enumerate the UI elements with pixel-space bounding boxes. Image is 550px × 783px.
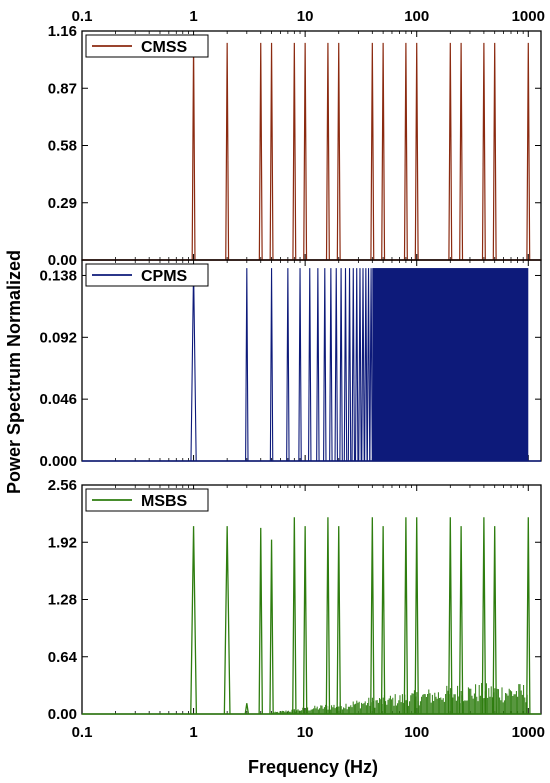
legend-label: CMSS [141, 39, 188, 56]
series-peak [323, 268, 327, 462]
plot-frame [81, 30, 542, 261]
panel-cpms: 0.000 0.046 0.092 0.138 CPMS [39, 259, 542, 470]
y-tick-label: 1.16 [48, 23, 77, 40]
y-tick-label: 0.29 [48, 195, 77, 212]
series-peak [334, 268, 338, 462]
series-peak [292, 42, 297, 261]
series-peak [336, 526, 341, 715]
legend-box [85, 488, 209, 512]
series-peak [308, 268, 312, 462]
series-peak [225, 42, 230, 261]
y-tick-label: 0.092 [39, 329, 77, 346]
series-peak [414, 517, 419, 715]
series-peak [354, 268, 359, 462]
series-peak [325, 42, 330, 261]
series-peak [329, 268, 333, 462]
series-peak [191, 42, 196, 261]
y-tick-label: 1.92 [48, 534, 77, 551]
series-dense-band [372, 268, 529, 461]
series-peak [369, 268, 373, 462]
series-peak [286, 268, 290, 462]
y-tick-label: 0.00 [48, 706, 77, 723]
x-tick-label: 100 [404, 724, 429, 741]
y-tick-label: 0.64 [48, 649, 78, 666]
series-peak [458, 526, 464, 715]
y-tick-label: 0.00 [48, 252, 77, 269]
series-peak [269, 42, 274, 261]
series-peak [223, 526, 231, 715]
series-peak [347, 268, 352, 462]
x-tick-label: 10 [297, 724, 314, 741]
y-tick-label: 0.138 [39, 267, 77, 284]
x-tick-label: 1 [189, 724, 197, 741]
series-peak [339, 268, 343, 462]
x-tick-label-top: 0.1 [72, 8, 93, 25]
legend-box [85, 263, 209, 287]
x-axis-label: Frequency (Hz) [248, 757, 378, 777]
series-peak [351, 268, 356, 462]
x-tick-label-top: 100 [404, 8, 429, 25]
x-tick-label-top: 1000 [512, 8, 545, 25]
panel-cmss: 0.00 0.29 0.58 0.87 1.16 CMSS 0.1 1 10 100 1000 [48, 8, 545, 269]
series-peak [380, 526, 386, 715]
series-peak [414, 42, 419, 261]
y-tick-label: 0.87 [48, 80, 77, 97]
series-peak [526, 517, 531, 715]
series-peak [245, 268, 249, 462]
series-peak [258, 42, 263, 261]
series-peak [481, 42, 486, 261]
series-peak [403, 517, 409, 715]
y-tick-label: 0.046 [39, 391, 77, 408]
x-tick-label-top: 1 [189, 8, 197, 25]
series-peak [316, 268, 320, 462]
series-peak [448, 42, 453, 261]
x-tick-label: 1000 [512, 724, 545, 741]
series-peak [492, 526, 497, 715]
plot-frame [81, 484, 542, 715]
series-peak [366, 268, 371, 462]
series-peak [325, 517, 331, 715]
x-tick-label: 0.1 [72, 724, 93, 741]
y-tick-label: 1.28 [48, 592, 77, 609]
series-peak [269, 539, 274, 715]
series-peak [492, 42, 497, 261]
legend-label: MSBS [141, 493, 188, 510]
series-peak [343, 268, 348, 462]
series-peak [381, 42, 386, 261]
series-peak [358, 268, 362, 462]
series-peak [364, 268, 368, 462]
series-noise [271, 683, 528, 714]
series-peak [258, 527, 263, 715]
series-peak [302, 526, 308, 715]
series-peak [292, 517, 297, 715]
legend-label: CPMS [141, 268, 188, 285]
series-peak [269, 268, 274, 462]
x-tick-label-top: 10 [297, 8, 314, 25]
series-peak [190, 526, 198, 715]
y-tick-label: 0.58 [48, 138, 77, 155]
series-peak [336, 42, 341, 261]
series-peak [298, 268, 302, 462]
legend-box [85, 34, 209, 58]
series-peak [459, 42, 464, 261]
panel-msbs: 0.00 0.64 1.28 1.92 2.56 MSBS 0.1 1 10 100 1000 [48, 477, 545, 741]
series-peak [448, 517, 453, 715]
series-peak [361, 268, 365, 462]
series-peak [370, 517, 375, 715]
series-peak [370, 42, 375, 261]
y-tick-label: 0.000 [39, 453, 77, 470]
series-peak [303, 42, 308, 261]
y-tick-label: 2.56 [48, 477, 77, 494]
series-peak [190, 268, 197, 462]
series-peak [244, 703, 250, 715]
y-axis-label: Power Spectrum Normalized [4, 250, 24, 494]
series-peak [481, 517, 487, 715]
series-peak [526, 42, 531, 261]
series-peak [403, 42, 408, 261]
